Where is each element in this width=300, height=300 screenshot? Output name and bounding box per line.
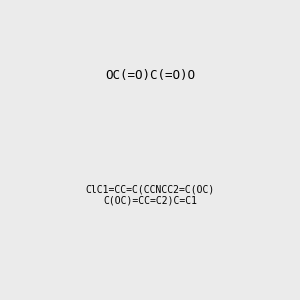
Text: ClC1=CC=C(CCNCC2=C(OC)
C(OC)=CC=C2)C=C1: ClC1=CC=C(CCNCC2=C(OC) C(OC)=CC=C2)C=C1 bbox=[85, 184, 214, 206]
Text: OC(=O)C(=O)O: OC(=O)C(=O)O bbox=[105, 68, 195, 82]
